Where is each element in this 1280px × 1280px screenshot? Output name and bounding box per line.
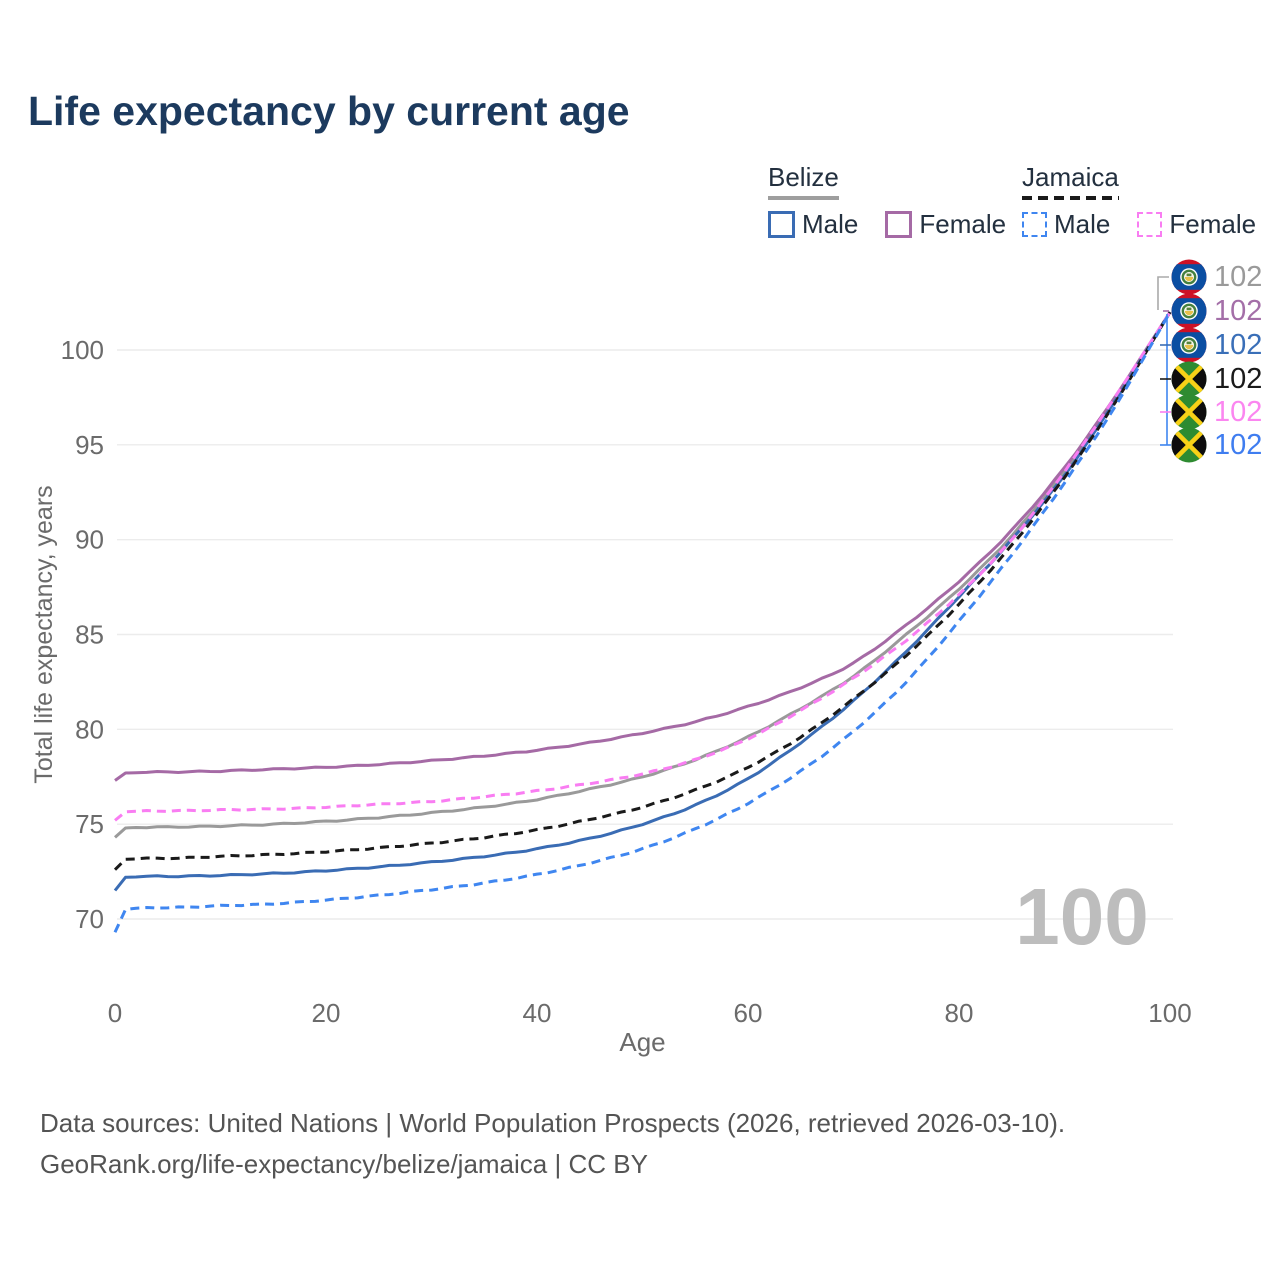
legend-item-belize-male[interactable]: Male bbox=[768, 209, 858, 240]
y-tick-label-95: 95 bbox=[75, 430, 104, 460]
leader-line-belize-both bbox=[1157, 276, 1169, 310]
end-label-row-4: 102 bbox=[1171, 361, 1262, 397]
solid-line-sample bbox=[768, 196, 839, 200]
series-line-belize-male bbox=[113, 311, 1172, 892]
y-tick-label-85: 85 bbox=[75, 620, 104, 650]
legend-group-title: Belize bbox=[768, 162, 839, 200]
end-label-row-5: 102 bbox=[1171, 394, 1262, 430]
series-line-belize-both-sexes bbox=[113, 311, 1172, 839]
footer: Data sources: United Nations | World Pop… bbox=[40, 1103, 1065, 1185]
x-tick-label-20: 20 bbox=[312, 998, 341, 1028]
belize-flag-icon bbox=[1171, 327, 1207, 363]
page-title: Life expectancy by current age bbox=[28, 88, 630, 134]
end-label-row-1: 102 bbox=[1171, 259, 1262, 295]
legend-swatch bbox=[885, 211, 913, 238]
series-line-jamaica-female bbox=[114, 311, 1172, 822]
x-tick-label-40: 40 bbox=[523, 998, 552, 1028]
series-line-jamaica-male bbox=[113, 311, 1172, 933]
y-axis-title: Total life expectancy, years bbox=[30, 485, 58, 783]
x-tick-label-80: 80 bbox=[945, 998, 974, 1028]
legend-item-label: Male bbox=[1054, 209, 1111, 239]
series-end-value: 102 bbox=[1214, 295, 1263, 327]
x-tick-label-0: 0 bbox=[108, 998, 122, 1028]
jamaica-flag-icon bbox=[1171, 361, 1207, 397]
y-tick-label-90: 90 bbox=[75, 525, 104, 555]
x-tick-label-60: 60 bbox=[734, 998, 763, 1028]
end-label-row-3: 102 bbox=[1171, 327, 1262, 363]
series-end-value: 102 bbox=[1214, 329, 1263, 361]
legend-item-belize-female[interactable]: Female bbox=[885, 209, 1006, 240]
jamaica-flag-icon bbox=[1171, 427, 1207, 463]
legend-swatch bbox=[1137, 212, 1163, 237]
y-tick-label-80: 80 bbox=[75, 714, 104, 744]
series-end-value: 102 bbox=[1214, 396, 1263, 428]
legend-item-jamaica-female[interactable]: Female bbox=[1137, 209, 1256, 240]
legend-item-label: Female bbox=[919, 209, 1007, 239]
jamaica-flag-icon bbox=[1171, 394, 1207, 430]
y-tick-label-75: 75 bbox=[75, 809, 104, 839]
legend-item-label: Male bbox=[802, 209, 859, 239]
age-watermark: 100 bbox=[1015, 872, 1148, 961]
source-url-text[interactable]: GeoRank.org/life-expectancy/belize/jamai… bbox=[40, 1149, 648, 1179]
belize-flag-icon bbox=[1171, 293, 1207, 329]
legend-group-label: Belize bbox=[768, 162, 839, 192]
legend-group-belize: Belize Male Female bbox=[768, 162, 1006, 240]
y-tick-label-70: 70 bbox=[75, 904, 104, 934]
legend-group-label: Jamaica bbox=[1022, 162, 1119, 192]
dashed-line-sample bbox=[1022, 196, 1119, 200]
legend-item-label: Female bbox=[1169, 209, 1257, 239]
data-source-text: Data sources: United Nations | World Pop… bbox=[40, 1108, 1066, 1138]
end-label-row-2: 102 bbox=[1171, 293, 1262, 329]
series-line-jamaica-both-sexes bbox=[113, 311, 1172, 871]
series-end-value: 102 bbox=[1214, 363, 1263, 395]
y-tick-label-100: 100 bbox=[61, 335, 104, 365]
legend-group-title: Jamaica bbox=[1022, 162, 1119, 200]
legend-swatch bbox=[768, 211, 795, 238]
series-line-belize-female bbox=[114, 311, 1172, 782]
series-end-value: 102 bbox=[1214, 429, 1263, 461]
series-end-value: 102 bbox=[1214, 261, 1263, 293]
end-label-row-6: 102 bbox=[1171, 427, 1262, 463]
legend-item-jamaica-male[interactable]: Male bbox=[1022, 209, 1110, 240]
legend-swatch bbox=[1022, 212, 1047, 237]
x-tick-label-100: 100 bbox=[1148, 998, 1191, 1028]
x-axis-title: Age bbox=[619, 1027, 665, 1057]
legend-group-jamaica: Jamaica Male Female bbox=[1022, 162, 1256, 240]
belize-flag-icon bbox=[1171, 259, 1207, 295]
